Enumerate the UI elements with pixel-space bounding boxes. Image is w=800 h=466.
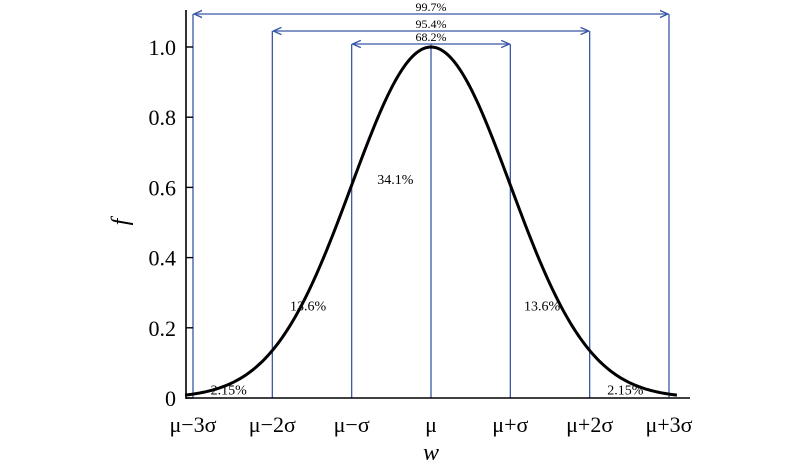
y-tick-label: 0.4: [149, 246, 177, 271]
y-tick-label: 0.8: [149, 105, 177, 130]
x-ticks: μ−3σ μ−2σ μ−σ μ μ+σ μ+2σ μ+3σ: [169, 412, 692, 437]
span-label: 95.4%: [416, 17, 447, 31]
percentage-spans: 99.7% 95.4%68.2%: [194, 0, 668, 44]
x-tick-label: μ−3σ: [169, 412, 216, 437]
y-tick-label: 0: [165, 386, 176, 411]
sigma-lines: [192, 14, 670, 398]
x-tick-label: μ−σ: [334, 412, 370, 437]
x-tick-label: μ+3σ: [645, 412, 692, 437]
x-tick-label: μ+2σ: [566, 412, 613, 437]
region-label: 2.15%: [211, 383, 248, 398]
region-label: 13.6%: [524, 299, 561, 314]
y-ticks: 0 0.2 0.4 0.6 0.8 1.0: [149, 35, 193, 411]
x-axis-label: w: [423, 440, 439, 466]
x-tick-label: μ+σ: [492, 412, 528, 437]
region-label: 13.6%: [290, 299, 327, 314]
y-tick-label: 1.0: [149, 35, 177, 60]
region-labels: 2.15% 13.6% 34.1% 13.6% 2.15%: [211, 173, 644, 399]
x-tick-label: μ: [425, 412, 437, 437]
x-tick-label: μ−2σ: [249, 412, 296, 437]
y-tick-label: 0.6: [149, 175, 177, 200]
region-label: 34.1%: [377, 173, 414, 188]
region-label: 2.15%: [607, 383, 644, 398]
y-tick-label: 0.2: [149, 316, 177, 341]
span-label: 68.2%: [416, 30, 447, 44]
y-axis-label: f: [108, 215, 134, 225]
span-label: 99.7%: [416, 0, 447, 14]
density-curve: [184, 45, 678, 397]
